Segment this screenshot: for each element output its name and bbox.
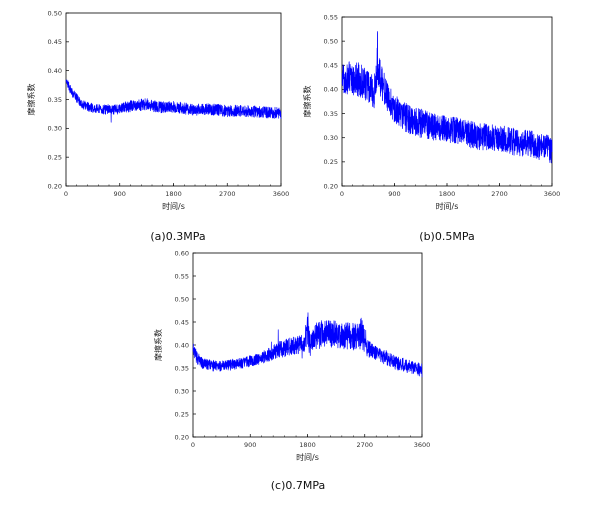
y-tick-label: 0.60	[175, 249, 189, 257]
panel-caption: (b)0.5MPa	[419, 230, 474, 243]
y-tick-label: 0.45	[175, 318, 189, 326]
plot-frame	[65, 12, 282, 187]
y-tick-label: 0.25	[175, 410, 189, 418]
y-tick-label: 0.50	[48, 9, 62, 17]
y-axis-label: 摩擦系数	[26, 84, 36, 116]
y-tick-label: 0.55	[324, 13, 338, 21]
y-tick-label: 0.50	[324, 37, 338, 45]
y-tick-label: 0.20	[48, 182, 62, 190]
panel-caption: (a)0.3MPa	[150, 230, 205, 243]
y-tick-label: 0.20	[175, 433, 189, 441]
x-tick-label: 3600	[414, 441, 431, 449]
x-tick-label: 3600	[544, 190, 561, 198]
chart-panel-a: 0 900 1800 2700 3600 0.20 0.25 0.30 0.35 0.40 0.45…	[26, 9, 289, 243]
y-tick-label: 0.35	[324, 110, 338, 118]
chart-panel-b: 0 900 1800 2700 3600 0.20 0.25 0.30 0.35 0.40 0.45…	[302, 13, 560, 243]
x-tick-label: 0	[340, 190, 344, 198]
y-tick-label: 0.35	[48, 96, 62, 104]
y-tick-label: 0.45	[48, 38, 62, 46]
y-tick-label: 0.30	[324, 134, 338, 142]
x-tick-label: 2700	[219, 190, 236, 198]
x-axis-label: 时间/s	[162, 201, 185, 211]
x-tick-label: 2700	[356, 441, 373, 449]
y-tick-label: 0.40	[175, 341, 189, 349]
plot-frame	[192, 252, 423, 438]
x-tick-label: 900	[114, 190, 126, 198]
y-tick-label: 0.40	[48, 67, 62, 75]
x-tick-label: 1800	[299, 441, 316, 449]
x-tick-label: 3600	[273, 190, 290, 198]
y-tick-label: 0.30	[175, 387, 189, 395]
friction-series-line	[192, 312, 423, 378]
y-tick-label: 0.50	[175, 295, 189, 303]
y-tick-label: 0.35	[175, 364, 189, 372]
panel-caption: (c)0.7MPa	[271, 479, 326, 492]
x-tick-label: 0	[191, 441, 195, 449]
x-tick-label: 1800	[439, 190, 456, 198]
y-tick-label: 0.30	[48, 125, 62, 133]
x-axis-label: 时间/s	[436, 201, 459, 211]
y-axis-label: 摩擦系数	[302, 86, 312, 118]
friction-series-line	[341, 31, 553, 164]
y-tick-label: 0.25	[48, 153, 62, 161]
y-axis-label: 摩擦系数	[153, 329, 163, 361]
x-tick-label: 900	[244, 441, 256, 449]
y-tick-label: 0.45	[324, 62, 338, 70]
y-tick-label: 0.40	[324, 86, 338, 94]
y-tick-label: 0.55	[175, 272, 189, 280]
y-tick-label: 0.25	[324, 158, 338, 166]
chart-panel-c: 0 900 1800 2700 3600 0.20 0.25 0.30 0.35 0.40 0.45…	[153, 249, 430, 492]
friction-series-line	[65, 79, 282, 123]
x-tick-label: 900	[388, 190, 400, 198]
x-tick-label: 2700	[491, 190, 508, 198]
x-axis-label: 时间/s	[296, 452, 319, 462]
y-tick-label: 0.20	[324, 182, 338, 190]
x-tick-label: 0	[64, 190, 68, 198]
x-tick-label: 1800	[165, 190, 182, 198]
